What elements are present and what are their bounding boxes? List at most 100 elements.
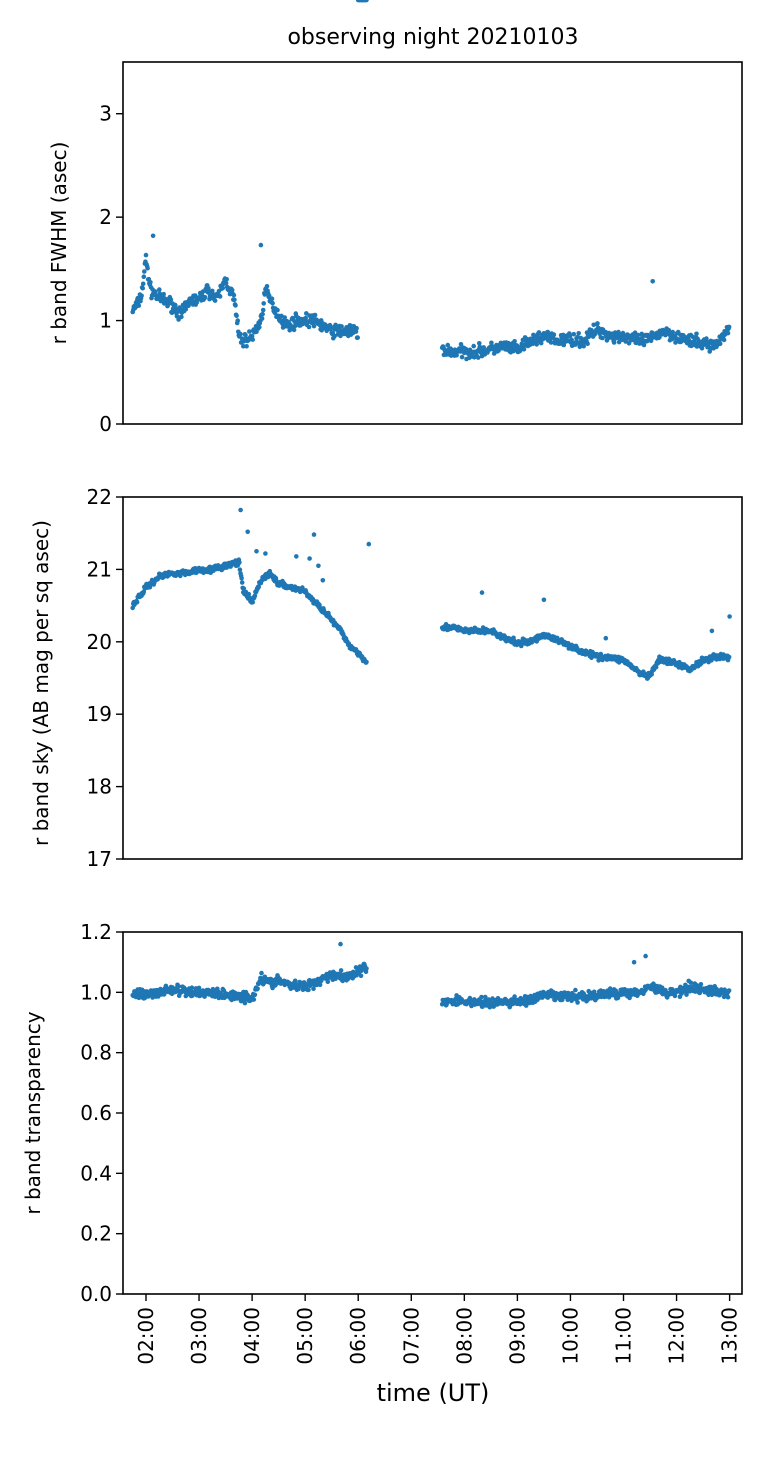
y-tick-label: 0.2	[80, 1222, 112, 1246]
sky-y-axis-label: r band sky (AB mag per sq asec)	[29, 520, 53, 846]
data-point	[541, 597, 547, 603]
data-point	[650, 279, 655, 284]
data-point	[496, 348, 501, 353]
data-point	[245, 529, 250, 535]
y-tick-label: 17	[87, 847, 112, 871]
data-point	[196, 985, 202, 991]
x-tick-label: 09:00	[505, 1307, 529, 1365]
data-point	[697, 990, 703, 996]
transparency-y-ticks: 0.0 0.2 0.4 0.6 0.8 1.0 1.2	[80, 920, 123, 1306]
data-point	[241, 344, 246, 349]
data-point	[307, 556, 312, 561]
data-point	[561, 342, 567, 348]
data-point	[523, 1003, 529, 1008]
x-tick-label: 10:00	[558, 1307, 582, 1365]
data-point	[168, 297, 174, 302]
data-point	[257, 324, 262, 330]
data-point	[320, 578, 326, 583]
data-point	[699, 346, 705, 351]
data-point	[259, 970, 264, 976]
y-tick-label: 0.4	[80, 1161, 112, 1185]
data-point	[726, 988, 732, 993]
data-point	[479, 590, 485, 595]
data-point	[648, 338, 654, 344]
data-point	[306, 987, 311, 993]
data-point	[354, 325, 359, 331]
fwhm-axes-frame	[122, 61, 743, 425]
data-point	[325, 979, 331, 985]
x-tick-label: 02:00	[134, 1307, 158, 1365]
panel-transparency: 0.0 0.2 0.4 0.6 0.8 1.0 1.2 r band transparenc…	[21, 920, 743, 1306]
data-point	[212, 298, 218, 303]
data-point	[261, 301, 267, 306]
data-point	[252, 992, 258, 998]
data-point	[475, 355, 481, 360]
data-point	[303, 315, 309, 321]
x-tick-label: 07:00	[399, 1307, 423, 1365]
data-point	[631, 959, 637, 965]
data-point	[143, 252, 149, 258]
data-point	[292, 978, 298, 984]
data-point	[445, 342, 451, 348]
data-point	[607, 986, 613, 991]
data-point	[595, 321, 600, 326]
data-point	[725, 330, 731, 336]
data-point	[247, 329, 252, 334]
data-point	[275, 307, 280, 313]
data-point	[694, 331, 699, 337]
x-ticks: 02:00 03:00 04:00 05:00 06:00 07:00 08:00 09:00…	[134, 1294, 742, 1365]
data-point	[316, 563, 321, 569]
data-point	[145, 265, 150, 271]
data-point	[252, 593, 258, 599]
data-point	[726, 654, 732, 660]
y-tick-label: 0	[99, 412, 112, 436]
data-point	[471, 343, 477, 349]
data-point	[635, 332, 641, 338]
data-point	[260, 311, 265, 317]
data-point	[243, 332, 248, 338]
data-point	[353, 329, 359, 334]
data-point	[709, 628, 715, 634]
data-point	[291, 327, 297, 333]
data-point	[366, 541, 372, 547]
data-point	[311, 532, 317, 537]
data-point	[659, 985, 665, 990]
data-point	[224, 277, 229, 282]
data-point	[231, 292, 237, 298]
data-point	[304, 311, 309, 316]
data-point	[585, 341, 590, 347]
data-point	[581, 343, 586, 349]
data-point	[202, 295, 208, 300]
sky-points	[130, 507, 732, 681]
data-point	[244, 344, 249, 349]
x-tick-label: 05:00	[293, 1307, 317, 1365]
data-point	[458, 342, 464, 347]
y-tick-label: 1.2	[80, 920, 112, 944]
data-point	[641, 342, 647, 348]
data-point	[726, 324, 732, 330]
data-point	[575, 1000, 580, 1005]
data-point	[600, 335, 605, 341]
fwhm-y-axis-label: r band FWHM (asec)	[47, 142, 71, 345]
data-point	[330, 330, 336, 336]
data-point	[217, 294, 223, 299]
y-tick-label: 0.8	[80, 1041, 112, 1065]
data-point	[157, 287, 162, 292]
data-point	[338, 968, 344, 973]
data-point	[355, 335, 361, 340]
data-point	[653, 664, 659, 670]
x-tick-label: 08:00	[452, 1307, 476, 1365]
data-point	[148, 280, 153, 285]
data-point	[358, 973, 364, 979]
data-point	[223, 280, 229, 286]
data-point	[232, 297, 237, 303]
data-point	[237, 567, 243, 572]
data-point	[538, 340, 544, 346]
data-point	[704, 336, 709, 341]
data-point	[727, 614, 732, 619]
data-point	[573, 987, 578, 993]
data-point	[254, 549, 259, 554]
data-point	[698, 982, 704, 987]
data-point	[238, 507, 243, 513]
data-point	[176, 984, 181, 989]
